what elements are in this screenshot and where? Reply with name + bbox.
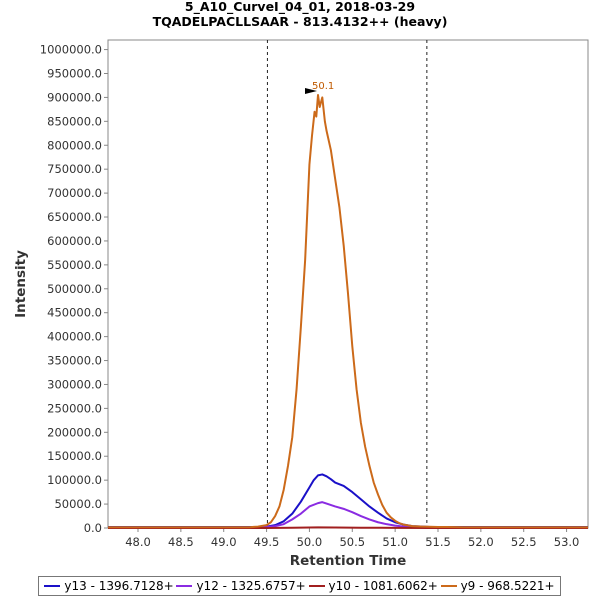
y-tick-label: 850000.0 — [47, 114, 102, 128]
y-tick-label: 650000.0 — [47, 210, 102, 224]
x-tick-label: 52.5 — [511, 535, 537, 549]
y-tick-label: 300000.0 — [47, 377, 102, 391]
series-layer — [108, 94, 588, 529]
x-tick-label: 49.0 — [211, 535, 237, 549]
y-tick-label: 550000.0 — [47, 258, 102, 272]
legend-swatch — [44, 585, 61, 587]
chart-legend: y13 - 1396.7128+ y12 - 1325.6757+ y10 - 10… — [38, 576, 561, 596]
peak-annotation: 50.1 — [305, 81, 334, 95]
y-tick-label: 450000.0 — [47, 306, 102, 320]
y-tick-label: 50000.0 — [54, 497, 102, 511]
x-tick-label: 50.5 — [339, 535, 365, 549]
y-axis-label: Intensity — [13, 250, 29, 318]
legend-swatch — [308, 585, 325, 587]
legend-swatch — [440, 585, 457, 587]
x-tick-label: 51.5 — [425, 535, 451, 549]
y-tick-label: 0.0 — [84, 521, 102, 535]
chart-title: 5_A10_CurveI_04_01, 2018-03-29 — [185, 0, 415, 15]
legend-label: y12 - 1325.6757+ — [196, 579, 306, 593]
y-tick-label: 100000.0 — [47, 473, 102, 487]
y-tick-label: 950000.0 — [47, 66, 102, 80]
chart-subtitle: TQADELPACLLSAAR - 813.4132++ (heavy) — [153, 14, 448, 29]
legend-item: y13 - 1396.7128+ — [44, 579, 174, 593]
legend-swatch — [176, 585, 193, 587]
x-tick-label: 48.0 — [125, 535, 151, 549]
y-tick-label: 600000.0 — [47, 234, 102, 248]
x-tick-label: 52.0 — [468, 535, 494, 549]
y-tick-label: 500000.0 — [47, 282, 102, 296]
y-tick-label: 750000.0 — [47, 162, 102, 176]
y-axis: 0.0 50000.0 100000.0 150000.0 200000.0 250000… — [40, 43, 108, 535]
y-tick-label: 200000.0 — [47, 425, 102, 439]
legend-item: y12 - 1325.6757+ — [176, 579, 306, 593]
y-tick-label: 900000.0 — [47, 90, 102, 104]
y-tick-label: 800000.0 — [47, 138, 102, 152]
x-tick-label: 50.0 — [297, 535, 323, 549]
y-tick-label: 150000.0 — [47, 449, 102, 463]
peak-marker-arrow — [305, 88, 317, 95]
legend-label: y9 - 968.5221+ — [460, 579, 555, 593]
series-line — [108, 501, 588, 529]
y-tick-label: 250000.0 — [47, 401, 102, 415]
x-tick-label: 53.0 — [554, 535, 580, 549]
y-tick-label: 700000.0 — [47, 186, 102, 200]
x-axis-label: Retention Time — [290, 553, 407, 569]
y-tick-label: 350000.0 — [47, 354, 102, 368]
legend-item: y10 - 1081.6062+ — [308, 579, 438, 593]
y-tick-label: 400000.0 — [47, 330, 102, 344]
peak-label: 50.1 — [312, 81, 334, 92]
legend-label: y10 - 1081.6062+ — [328, 579, 438, 593]
x-tick-label: 51.0 — [382, 535, 408, 549]
legend-label: y13 - 1396.7128+ — [64, 579, 174, 593]
legend-item: y9 - 968.5221+ — [440, 579, 555, 593]
series-line — [108, 94, 588, 529]
x-tick-label: 49.5 — [254, 535, 280, 549]
series-line — [108, 526, 588, 529]
x-tick-label: 48.5 — [168, 535, 194, 549]
y-tick-label: 1000000.0 — [40, 43, 102, 57]
x-axis: 48.0 48.5 49.0 49.5 50.0 50.5 51.0 51.5 52.0 52.5… — [125, 528, 579, 549]
